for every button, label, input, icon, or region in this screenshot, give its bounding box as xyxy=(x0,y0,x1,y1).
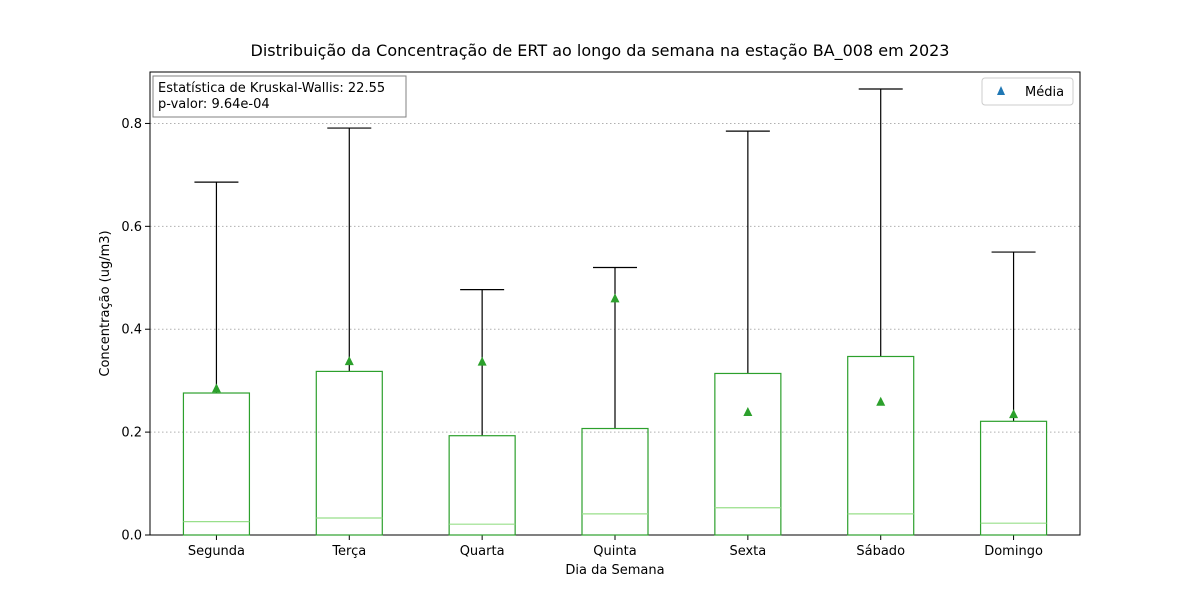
y-tick-label: 0.8 xyxy=(121,117,142,132)
legend-frame xyxy=(981,77,1074,106)
x-axis: Segunda Terça Quarta Quinta Sexta Sábado Domin… xyxy=(188,535,1043,559)
box-rect xyxy=(448,435,516,536)
legend-mean-marker-icon xyxy=(997,86,1005,95)
x-tick-label: Sexta xyxy=(729,544,766,559)
box-rect xyxy=(182,392,251,536)
mean-marker xyxy=(477,356,487,366)
annotation-statistic: Estatística de Kruskal-Wallis: 22.55 xyxy=(158,81,385,96)
x-axis-label: Dia da Semana xyxy=(565,563,664,578)
box-quinta xyxy=(581,266,649,536)
x-tick-label: Segunda xyxy=(188,544,245,559)
box-sexta xyxy=(714,130,782,536)
annotation-frame xyxy=(152,75,407,118)
y-tick-label: 0.6 xyxy=(121,220,142,235)
box-terça xyxy=(315,127,383,536)
y-tick-label: 0.4 xyxy=(121,323,142,338)
x-tick-label: Quinta xyxy=(593,544,636,559)
box-domingo xyxy=(979,251,1048,536)
mean-marker xyxy=(1009,409,1019,419)
x-tick-label: Domingo xyxy=(984,544,1043,559)
box-segunda xyxy=(182,181,251,536)
box-rect xyxy=(847,355,915,536)
y-tick-label: 0.0 xyxy=(121,529,142,544)
box-quarta xyxy=(448,289,516,536)
mean-marker xyxy=(610,293,620,303)
x-tick-label: Terça xyxy=(331,544,366,559)
kruskal-wallis-annotation: Estatística de Kruskal-Wallis: 22.55 p-v… xyxy=(152,75,407,118)
legend: Média xyxy=(981,77,1074,106)
mean-marker xyxy=(211,383,221,393)
x-tick-label: Quarta xyxy=(460,544,505,559)
boxes xyxy=(182,88,1048,536)
box-rect xyxy=(315,370,383,536)
y-axis-label: Concentração (ug/m3) xyxy=(98,230,113,376)
mean-marker xyxy=(876,396,886,406)
y-tick-label: 0.2 xyxy=(121,426,142,441)
chart-title: Distribuição da Concentração de ERT ao l… xyxy=(251,41,950,61)
box-rect xyxy=(714,372,782,536)
box-rect xyxy=(581,427,649,536)
box-sábado xyxy=(847,88,915,536)
legend-label: Média xyxy=(1025,85,1064,100)
box-rect xyxy=(979,420,1048,536)
annotation-pvalue: p-valor: 9.64e-04 xyxy=(158,97,270,112)
y-axis: 0.0 0.2 0.4 0.6 0.8 xyxy=(121,117,150,544)
mean-marker xyxy=(743,407,753,417)
mean-marker xyxy=(344,356,354,366)
x-tick-label: Sábado xyxy=(856,544,905,559)
